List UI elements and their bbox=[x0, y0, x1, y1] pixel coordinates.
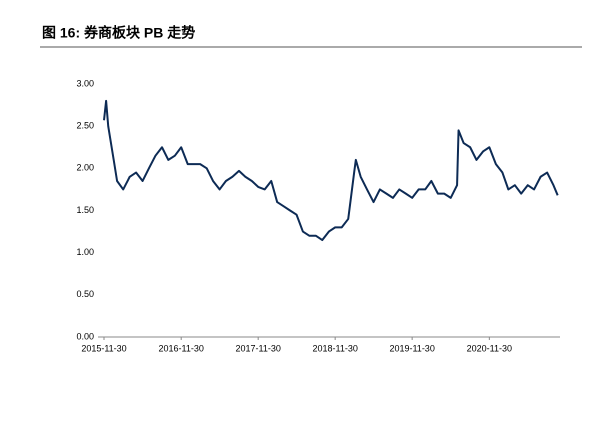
y-tick-label: 2.00 bbox=[76, 163, 94, 173]
x-tick-label: 2016-11-30 bbox=[159, 343, 204, 353]
x-tick-label: 2020-11-30 bbox=[467, 343, 512, 353]
y-tick-label: 0.50 bbox=[76, 289, 94, 299]
line-series bbox=[103, 99, 559, 242]
y-tick-label: 1.00 bbox=[76, 247, 94, 257]
y-tick-label: 3.00 bbox=[76, 78, 94, 88]
y-tick-label: 0.00 bbox=[76, 331, 94, 341]
x-tick-label: 2019-11-30 bbox=[389, 343, 434, 353]
x-tick-label: 2017-11-30 bbox=[235, 343, 280, 353]
chart-title: 图 16: 券商板块 PB 走势 bbox=[42, 25, 195, 41]
y-tick-label: 2.50 bbox=[76, 121, 94, 131]
x-tick-label: 2015-11-30 bbox=[81, 343, 126, 353]
x-tick-label: 2018-11-30 bbox=[312, 343, 357, 353]
y-tick-label: 1.50 bbox=[76, 205, 94, 215]
